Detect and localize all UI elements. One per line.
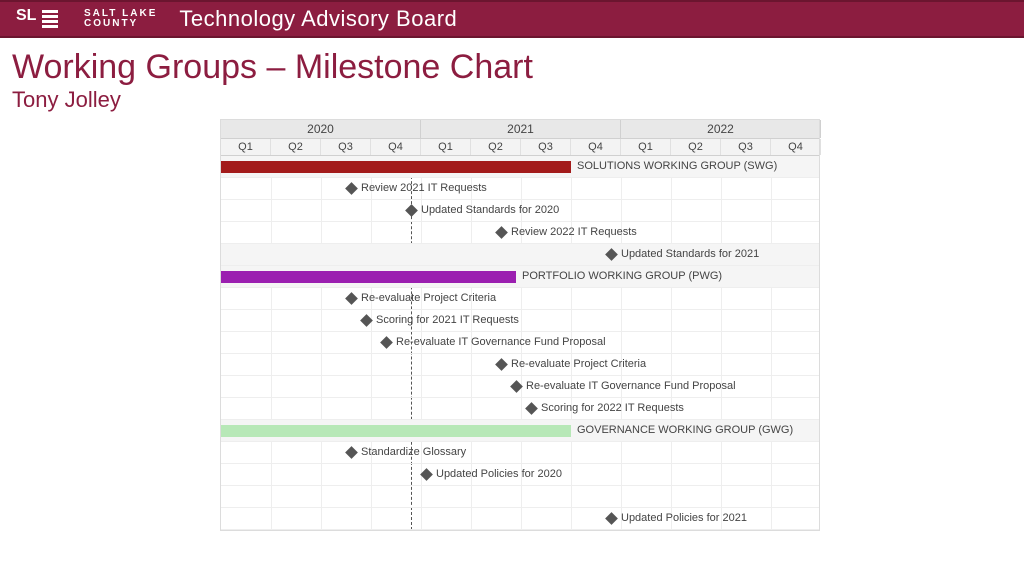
milestone-label: Review 2022 IT Requests (511, 226, 637, 238)
milestone-label: Scoring for 2022 IT Requests (541, 402, 684, 414)
milestone-diamond-icon (420, 468, 433, 481)
logo-text: SALT LAKE COUNTY (84, 9, 157, 29)
milestone-label: Review 2021 IT Requests (361, 182, 487, 194)
milestone-label: Re-evaluate Project Criteria (511, 358, 646, 370)
milestone-chart: 202020212022 Q1Q2Q3Q4Q1Q2Q3Q4Q1Q2Q3Q4 SO… (220, 119, 820, 531)
milestone-label: Updated Standards for 2020 (421, 204, 559, 216)
gantt-row (221, 486, 819, 508)
gantt-row: Scoring for 2021 IT Requests (221, 310, 819, 332)
gantt-row: Re-evaluate Project Criteria (221, 354, 819, 376)
gantt-row: Updated Policies for 2020 (221, 464, 819, 486)
header-title: Technology Advisory Board (179, 6, 457, 32)
milestone-diamond-icon (510, 380, 523, 393)
milestone-label: Re-evaluate IT Governance Fund Proposal (396, 336, 606, 348)
quarter-cell: Q2 (471, 139, 521, 155)
group-bar (221, 425, 571, 437)
svg-text:SL: SL (16, 7, 37, 24)
milestone-label: Updated Standards for 2021 (621, 248, 759, 260)
year-cell: 2021 (421, 120, 621, 138)
quarter-cell: Q3 (521, 139, 571, 155)
quarter-cell: Q2 (671, 139, 721, 155)
gantt-row: Review 2021 IT Requests (221, 178, 819, 200)
gantt-row: Review 2022 IT Requests (221, 222, 819, 244)
year-header-row: 202020212022 (221, 120, 819, 139)
year-cell: 2020 (221, 120, 421, 138)
milestone-diamond-icon (345, 182, 358, 195)
milestone-diamond-icon (605, 512, 618, 525)
quarter-cell: Q4 (371, 139, 421, 155)
milestone-label: Standardize Glossary (361, 446, 466, 458)
gantt-row: Standardize Glossary (221, 442, 819, 464)
group-bar (221, 161, 571, 173)
gantt-row: Re-evaluate IT Governance Fund Proposal (221, 376, 819, 398)
milestone-diamond-icon (380, 336, 393, 349)
quarter-cell: Q3 (321, 139, 371, 155)
milestone-label: Updated Policies for 2021 (621, 512, 747, 524)
gantt-row: PORTFOLIO WORKING GROUP (PWG) (221, 266, 819, 288)
group-label: GOVERNANCE WORKING GROUP (GWG) (577, 424, 793, 436)
quarter-header-row: Q1Q2Q3Q4Q1Q2Q3Q4Q1Q2Q3Q4 (221, 139, 819, 156)
group-label: PORTFOLIO WORKING GROUP (PWG) (522, 270, 722, 282)
milestone-label: Re-evaluate Project Criteria (361, 292, 496, 304)
quarter-cell: Q1 (621, 139, 671, 155)
gantt-grid: SOLUTIONS WORKING GROUP (SWG) Review 2021… (221, 156, 819, 530)
gantt-row: Updated Standards for 2021 (221, 244, 819, 266)
gantt-row: Updated Standards for 2020 (221, 200, 819, 222)
quarter-cell: Q2 (271, 139, 321, 155)
org-line2: COUNTY (84, 19, 157, 29)
group-bar (221, 271, 516, 283)
gantt-row: Scoring for 2022 IT Requests (221, 398, 819, 420)
group-label: SOLUTIONS WORKING GROUP (SWG) (577, 160, 777, 172)
county-logo-icon: SL (16, 6, 76, 32)
gantt-row: Re-evaluate IT Governance Fund Proposal (221, 332, 819, 354)
quarter-cell: Q4 (571, 139, 621, 155)
page-title: Working Groups – Milestone Chart (0, 38, 1024, 87)
milestone-label: Scoring for 2021 IT Requests (376, 314, 519, 326)
app-header: SL SALT LAKE COUNTY Technology Advisory … (0, 0, 1024, 38)
page-subtitle: Tony Jolley (0, 87, 1024, 119)
quarter-cell: Q1 (221, 139, 271, 155)
quarter-cell: Q3 (721, 139, 771, 155)
milestone-diamond-icon (495, 358, 508, 371)
milestone-diamond-icon (495, 226, 508, 239)
quarter-cell: Q4 (771, 139, 821, 155)
milestone-diamond-icon (360, 314, 373, 327)
gantt-row: SOLUTIONS WORKING GROUP (SWG) (221, 156, 819, 178)
milestone-diamond-icon (345, 292, 358, 305)
gantt-row: GOVERNANCE WORKING GROUP (GWG) (221, 420, 819, 442)
milestone-diamond-icon (405, 204, 418, 217)
gantt-row: Updated Policies for 2021 (221, 508, 819, 530)
gantt-row: Re-evaluate Project Criteria (221, 288, 819, 310)
milestone-label: Updated Policies for 2020 (436, 468, 562, 480)
logo-area: SL SALT LAKE COUNTY (16, 6, 157, 32)
milestone-diamond-icon (605, 248, 618, 261)
milestone-diamond-icon (345, 446, 358, 459)
year-cell: 2022 (621, 120, 821, 138)
milestone-diamond-icon (525, 402, 538, 415)
quarter-cell: Q1 (421, 139, 471, 155)
milestone-label: Re-evaluate IT Governance Fund Proposal (526, 380, 736, 392)
